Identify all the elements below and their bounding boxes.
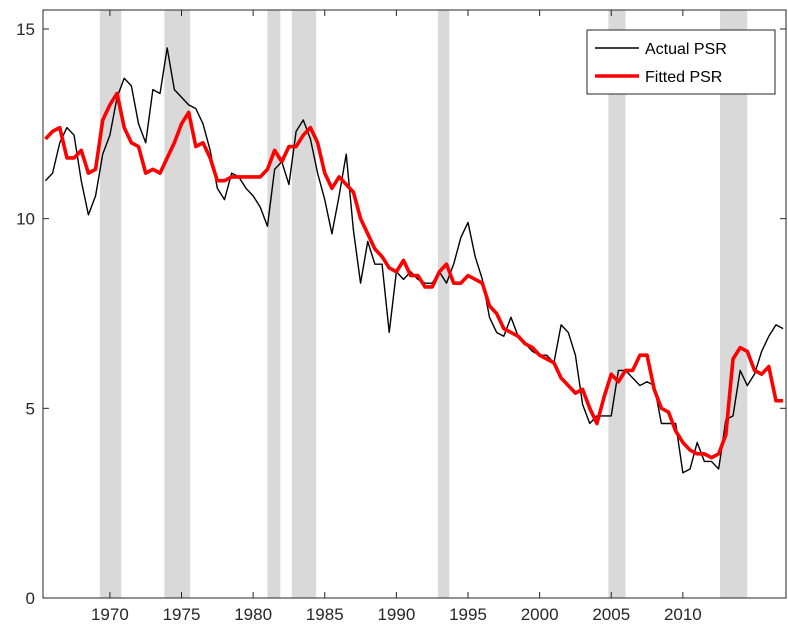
legend-label: Fitted PSR	[645, 69, 722, 86]
y-tick-label: 0	[26, 589, 35, 608]
y-tick-label: 10	[16, 210, 35, 229]
x-tick-label: 1990	[377, 605, 415, 624]
x-tick-label: 2000	[521, 605, 559, 624]
x-tick-label: 2010	[664, 605, 702, 624]
shaded-period	[164, 10, 191, 598]
series-line	[44, 47, 784, 474]
shaded-period	[267, 10, 281, 598]
legend-box	[586, 29, 776, 95]
x-tick-label: 1995	[449, 605, 487, 624]
x-tick-label: 1985	[306, 605, 344, 624]
legend-label: Actual PSR	[645, 41, 727, 58]
shaded-period	[437, 10, 450, 598]
x-tick-label: 1980	[234, 605, 272, 624]
shaded-period	[291, 10, 317, 598]
series-line	[44, 91, 784, 460]
shaded-period	[608, 10, 626, 598]
x-tick-label: 1975	[163, 605, 201, 624]
x-tick-label: 2005	[592, 605, 630, 624]
x-tick-label: 1970	[91, 605, 129, 624]
plot-frame	[42, 9, 787, 599]
shaded-period	[99, 10, 122, 598]
shaded-period	[720, 10, 748, 598]
y-tick-label: 15	[16, 20, 35, 39]
y-tick-label: 5	[26, 399, 35, 418]
